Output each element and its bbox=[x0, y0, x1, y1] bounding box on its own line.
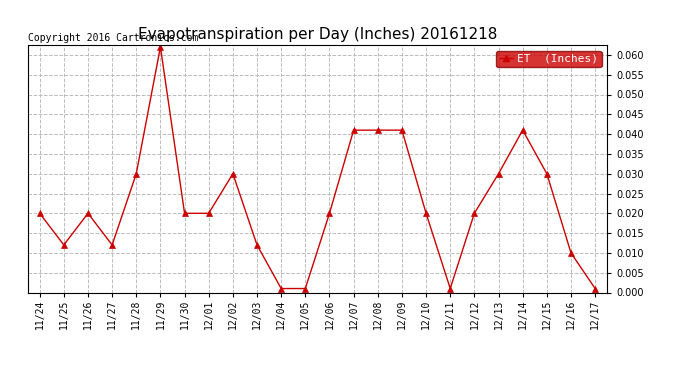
Text: Copyright 2016 Cartronics.com: Copyright 2016 Cartronics.com bbox=[28, 33, 198, 42]
Title: Evapotranspiration per Day (Inches) 20161218: Evapotranspiration per Day (Inches) 2016… bbox=[138, 27, 497, 42]
Legend: ET  (Inches): ET (Inches) bbox=[496, 51, 602, 67]
